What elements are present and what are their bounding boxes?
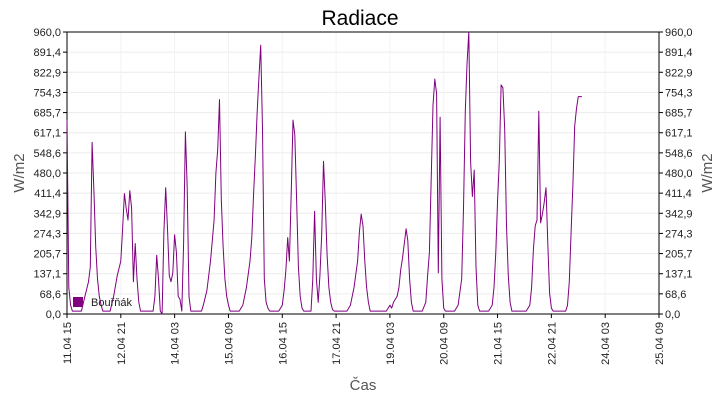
y-tick-label-right: 411,4 [665,188,692,200]
y-tick-label-right: 548,6 [665,148,693,160]
y-tick-label-right: 754,3 [665,87,693,99]
y-tick-label-left: 685,7 [33,108,61,120]
y-tick-label-right: 960,0 [665,27,693,39]
x-axis: 11.04 15 12.04 21 14.04 03 15.04 09 16.04 15… [62,314,666,365]
y-axis-title-right: W/m2 [699,153,716,192]
y-tick-label-left: 548,6 [33,148,61,160]
y-tick-label-left: 480,0 [33,168,61,180]
x-tick-label: 17.04 21 [331,322,343,365]
y-tick-label-left: 617,1 [33,128,61,140]
y-tick-label-right: 137,1 [665,269,693,281]
y-tick-label-left: 411,4 [34,188,61,200]
y-tick-label-left: 754,3 [33,87,61,99]
legend-label-boufnak: Bouřňák [91,297,132,309]
x-axis-title: Čas [350,377,377,394]
chart-title: Radiace [321,7,398,30]
y-tick-label-right: 205,7 [665,249,693,261]
legend: Bouřňák [73,297,132,309]
y-axis-title-left: W/m2 [11,153,28,192]
y-tick-label-left: 137,1 [33,269,61,281]
x-tick-label: 11.04 15 [62,322,74,364]
x-tick-label: 19.04 03 [385,322,397,365]
y-tick-label-right: 342,9 [665,208,693,220]
x-tick-label: 12.04 21 [116,322,128,365]
y-tick-label-left: 0,0 [46,309,61,321]
y-tick-label-left: 822,9 [33,67,61,79]
x-tick-label: 21.04 15 [493,322,505,365]
y-tick-label-left: 960,0 [33,27,61,39]
y-tick-label-right: 891,4 [665,47,693,59]
y-tick-label-right: 68,6 [665,289,686,301]
y-tick-label-right: 480,0 [665,168,693,180]
y-tick-label-right: 0,0 [665,309,680,321]
x-tick-label: 22.04 21 [546,322,558,365]
x-tick-label: 20.04 09 [439,322,451,365]
y-tick-label-left: 342,9 [33,208,61,220]
y-axis-right: 0,0 68,6 137,1 205,7 274,3 342,9 411,4 480,0 548… [659,27,693,321]
y-tick-label-right: 274,3 [665,228,693,240]
y-tick-label-right: 617,1 [665,128,693,140]
x-tick-label: 14.04 03 [170,322,182,365]
y-tick-label-left: 68,6 [40,289,61,301]
y-tick-label-left: 891,4 [33,47,61,59]
x-tick-label: 16.04 15 [277,322,289,365]
x-tick-label: 25.04 09 [654,322,666,365]
y-tick-label-left: 205,7 [33,249,61,261]
series-layer [66,31,582,315]
y-tick-label-right: 685,7 [665,108,693,120]
y-tick-label-left: 274,3 [33,228,61,240]
x-tick-label: 15.04 09 [223,322,235,365]
y-tick-label-right: 822,9 [665,67,693,79]
y-axis-left: 0,0 68,6 137,1 205,7 274,3 342,9 411,4 480,0 548… [33,27,67,321]
series-line-boufnak [66,31,582,315]
legend-swatch-boufnak [73,297,83,307]
x-tick-label: 24.04 03 [600,322,612,365]
